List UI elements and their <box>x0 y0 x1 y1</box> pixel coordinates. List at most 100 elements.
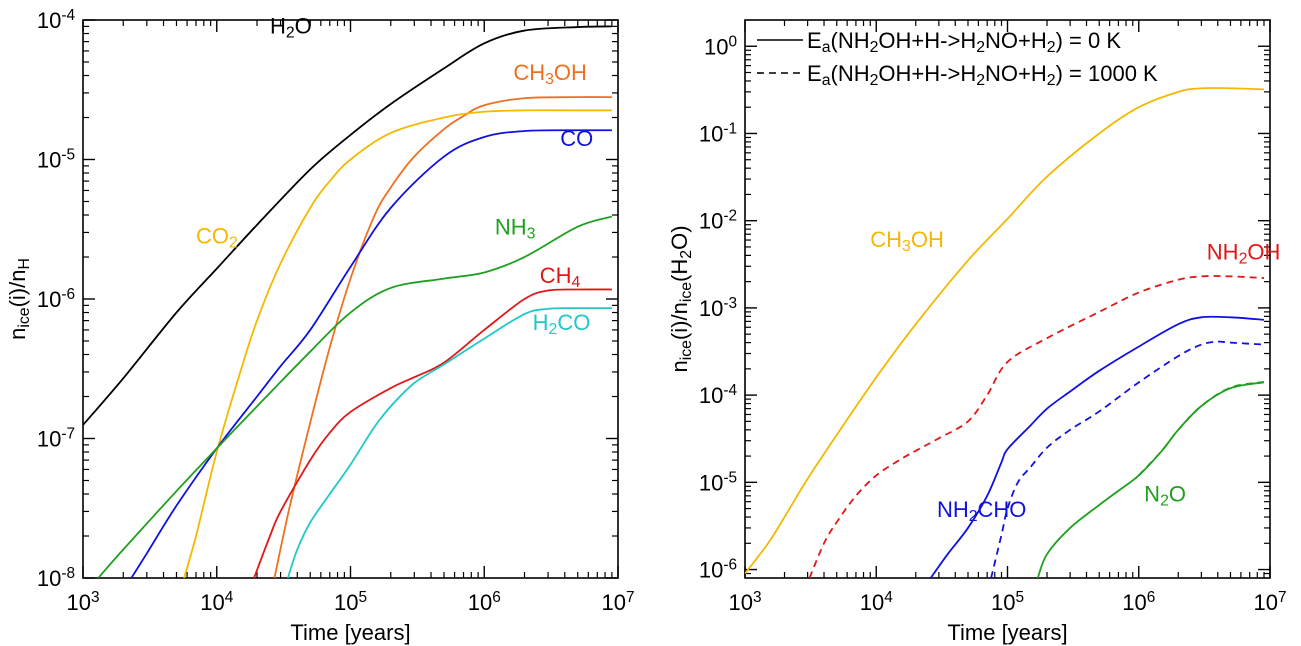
y-label-sub: ice <box>678 340 695 360</box>
tick-exponent: -5 <box>723 469 737 486</box>
label-part: 2 <box>969 509 978 526</box>
series-line-co <box>130 129 612 578</box>
series-group <box>745 87 1265 578</box>
plot-frame <box>744 19 1271 579</box>
label-part: NO+H <box>985 28 1047 53</box>
chart-panel-2: 103 104 105 106 10710-610-510-410-310-210-11… <box>667 19 1287 645</box>
series-line-ch3oh <box>273 96 612 578</box>
label-part: N <box>1144 482 1160 507</box>
label-part: 3 <box>527 226 536 243</box>
tick-exponent: 3 <box>91 589 100 606</box>
y-label-sub: 2 <box>678 250 695 259</box>
label-part: E <box>807 28 822 53</box>
series-label: N2O <box>1144 482 1186 510</box>
tick-base: 10 <box>200 590 224 615</box>
label-part: CH <box>513 60 545 85</box>
label-part: OH <box>1247 239 1280 264</box>
tick-exponent: 0 <box>728 33 737 50</box>
series-line-nh2cho-ea-1000-k- <box>990 340 1265 578</box>
tick-base: 10 <box>601 590 625 615</box>
series-line-co2 <box>183 109 612 578</box>
tick-exponent: 7 <box>1278 589 1287 606</box>
series-line-nh3 <box>97 215 613 578</box>
label-part: CHO <box>978 497 1027 522</box>
label-part: 2 <box>976 72 985 89</box>
series-label: NH3 <box>495 214 536 242</box>
tick-base: 10 <box>37 148 61 173</box>
label-part: ) = 1000 K <box>1056 61 1158 86</box>
label-part: 3 <box>545 72 554 89</box>
y-tick-label: 10-1 <box>699 120 737 146</box>
label-part: 4 <box>572 275 581 292</box>
label-part: a <box>822 39 831 56</box>
x-tick-label: 105 <box>334 589 367 615</box>
y-tick-label: 10-3 <box>699 295 737 321</box>
y-label-part: (H <box>667 259 692 282</box>
series-line-h2o <box>83 25 612 426</box>
series-label: CH3OH <box>870 227 944 255</box>
x-tick-label: 104 <box>200 589 233 615</box>
label-part: 2 <box>976 39 985 56</box>
y-label-sub: ice <box>16 307 33 327</box>
label-part: 2 <box>1160 493 1169 510</box>
label-part: CO <box>560 126 593 151</box>
tick-exponent: -8 <box>61 565 75 582</box>
tick-exponent: 7 <box>626 589 635 606</box>
series-label: CH4 <box>540 263 581 291</box>
tick-base: 10 <box>37 287 61 312</box>
tick-exponent: -6 <box>61 286 75 303</box>
y-tick-label: 10-4 <box>699 382 738 408</box>
series-label: NH2CHO <box>937 497 1026 525</box>
label-part: CO <box>196 223 229 248</box>
y-label-sub: ice <box>678 282 695 302</box>
label-part: 3 <box>902 238 911 255</box>
x-tick-label: 103 <box>728 589 761 615</box>
tick-base: 10 <box>699 296 723 321</box>
series-line-h2co <box>286 307 612 578</box>
tick-base: 10 <box>37 8 61 33</box>
chart-panel-1: 103 104 105 106 10710-810-710-610-510-4Time … <box>5 7 635 645</box>
tick-base: 10 <box>1122 590 1146 615</box>
tick-exponent: -4 <box>723 382 737 399</box>
y-label-part: n <box>667 360 692 372</box>
y-tick-label: 10-4 <box>37 7 76 33</box>
label-part: (NH <box>831 61 870 86</box>
tick-exponent: 3 <box>753 589 762 606</box>
series-label: CH3OH <box>513 60 587 88</box>
label-part: NH <box>1207 239 1239 264</box>
label-part: 2 <box>286 25 295 42</box>
label-part: O <box>295 14 312 39</box>
series-line-ch3oh <box>745 87 1265 575</box>
tick-base: 10 <box>860 590 884 615</box>
series-label: H2CO <box>533 310 591 338</box>
x-tick-label: 104 <box>860 589 893 615</box>
x-axis-label: Time [years] <box>947 620 1067 645</box>
label-part: NH <box>937 497 969 522</box>
tick-base: 10 <box>699 209 723 234</box>
x-tick-label: 107 <box>1253 589 1286 615</box>
series-label: H2O <box>270 14 312 42</box>
y-label-part: (i)/n <box>667 302 692 340</box>
label-part: 2 <box>229 235 238 252</box>
tick-base: 10 <box>699 121 723 146</box>
tick-base: 10 <box>1253 590 1277 615</box>
label-part: O <box>1169 482 1186 507</box>
label-part: 2 <box>1047 39 1056 56</box>
y-tick-label: 10-5 <box>699 469 737 495</box>
label-part: H <box>270 14 286 39</box>
legend: Ea(NH2OH+H->H2NO+H2) = 0 KEa(NH2OH+H->H2… <box>757 28 1158 89</box>
tick-base: 10 <box>704 34 728 59</box>
tick-base: 10 <box>37 427 61 452</box>
y-tick-label: 10-6 <box>37 286 75 312</box>
label-part: E <box>807 61 822 86</box>
x-tick-label: 106 <box>468 589 501 615</box>
tick-exponent: -6 <box>723 556 737 573</box>
series-label: CO <box>560 126 593 151</box>
label-part: NO+H <box>985 61 1047 86</box>
tick-exponent: 5 <box>358 589 367 606</box>
series-line-n2o-ea-1000-k- <box>1138 380 1265 477</box>
x-axis-label: Time [years] <box>290 620 410 645</box>
tick-base: 10 <box>991 590 1015 615</box>
label-part: 2 <box>1047 72 1056 89</box>
